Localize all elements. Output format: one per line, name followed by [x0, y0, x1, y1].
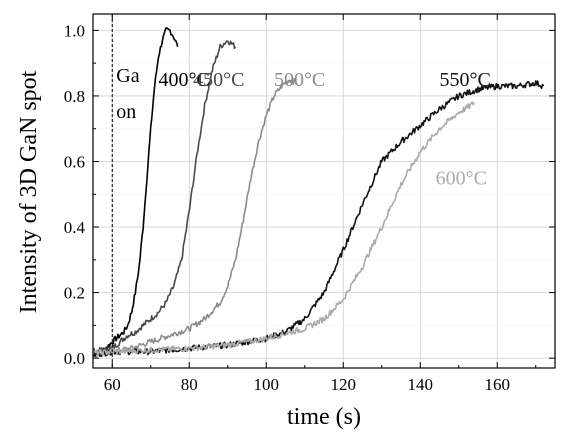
- ga-label: Ga: [116, 65, 139, 87]
- annotation-0: 400°C: [158, 69, 209, 91]
- series-line-4: [92, 101, 475, 357]
- axes: 60 80 100 120 140 160 0.0 0.2 0.4 0.6 0.8 1.0: [64, 14, 555, 394]
- x-tick-label: 140: [408, 375, 434, 394]
- plot-background: [93, 14, 555, 368]
- x-tick-label: 160: [485, 375, 511, 394]
- y-tick-label: 0.0: [64, 349, 85, 368]
- on-label: on: [116, 101, 136, 123]
- y-tick-label: 0.8: [64, 87, 85, 106]
- x-tick-label: 80: [181, 375, 198, 394]
- y-tick-label: 0.4: [64, 218, 86, 237]
- series-line-1: [92, 40, 237, 356]
- x-tick-label: 60: [104, 375, 121, 394]
- annotation-1: 450°C: [193, 69, 244, 91]
- y-tick-label: 1.0: [64, 21, 85, 40]
- annotation-3: 550°C: [440, 69, 491, 91]
- annotation-4: 600°C: [436, 167, 487, 189]
- x-axis-title: time (s): [287, 404, 361, 430]
- annotation-2: 500°C: [274, 69, 325, 91]
- x-tick-label: 100: [254, 375, 280, 394]
- y-tick-label: 0.6: [64, 153, 85, 172]
- series-group: [92, 27, 545, 359]
- ga-on-marker: Ga on: [111, 14, 140, 368]
- plot-frame: [92, 13, 556, 369]
- x-tick-label: 120: [331, 375, 357, 394]
- y-tick-label: 0.2: [64, 284, 85, 303]
- y-axis-title: Intensity of 3D GaN spot: [16, 70, 42, 313]
